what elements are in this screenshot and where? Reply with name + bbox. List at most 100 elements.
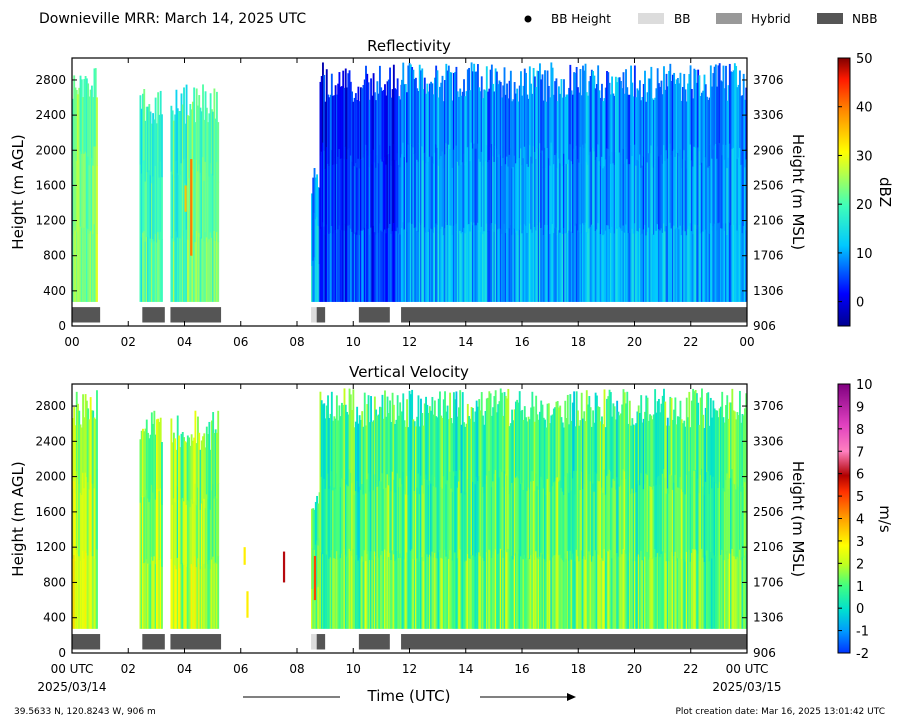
y-tick-label-right: 2106 xyxy=(753,540,784,554)
echo-cell xyxy=(680,489,683,560)
echo-cell xyxy=(385,416,388,488)
echo-cell xyxy=(353,561,356,629)
echo-cell xyxy=(148,104,151,171)
echo-cell xyxy=(195,504,198,568)
echo-cell xyxy=(370,152,372,228)
echo-cell xyxy=(717,144,720,224)
echo-cell xyxy=(461,549,464,629)
echo-cell xyxy=(551,414,554,487)
echo-cell xyxy=(678,156,681,230)
echo-cell xyxy=(694,389,697,470)
echo-highlight xyxy=(282,551,286,583)
echo-cell xyxy=(367,82,370,156)
echo-cell xyxy=(578,493,581,562)
echo-cell xyxy=(718,142,721,223)
echo-cell xyxy=(382,418,385,490)
echo-cell xyxy=(149,499,152,565)
echo-cell xyxy=(594,549,597,629)
echo-cell xyxy=(470,62,473,143)
echo-cell xyxy=(313,212,316,258)
echo-cell xyxy=(675,79,678,154)
x-tick-label: 06 xyxy=(233,662,248,676)
echo-cell xyxy=(411,145,414,224)
echo-cell xyxy=(333,95,336,165)
velocity-data xyxy=(72,388,747,629)
echo-cell xyxy=(338,148,341,226)
y-tick-label: 1600 xyxy=(35,505,66,519)
echo-cell xyxy=(449,471,452,551)
echo-cell xyxy=(325,554,328,629)
echo-cell xyxy=(378,65,381,145)
echo-cell xyxy=(366,553,369,629)
echo-cell xyxy=(487,397,489,476)
echo-cell xyxy=(161,176,163,240)
echo-cell xyxy=(368,99,371,168)
echo-cell xyxy=(394,88,397,160)
echo-cell xyxy=(204,231,207,302)
y-tick-label: 800 xyxy=(43,575,66,589)
echo-cell xyxy=(399,166,402,235)
echo-cell xyxy=(599,421,602,491)
echo-cell xyxy=(532,406,535,481)
echo-cell xyxy=(720,80,722,155)
echo-cell xyxy=(663,66,665,146)
echo-cell xyxy=(362,84,365,158)
echo-cell xyxy=(504,473,507,552)
echo-cell xyxy=(588,154,591,229)
echo-cell xyxy=(144,120,147,182)
echo-cell xyxy=(598,160,601,232)
echo-cell xyxy=(660,478,663,554)
echo-cell xyxy=(212,111,215,176)
echo-cell xyxy=(590,426,593,495)
echo-cell xyxy=(646,474,649,552)
echo-cell xyxy=(432,557,435,629)
echo-cell xyxy=(531,549,534,629)
echo-cell xyxy=(660,227,663,302)
echo-cell xyxy=(421,556,424,629)
echo-cell xyxy=(208,421,211,492)
echo-cell xyxy=(589,407,592,482)
echo-cell xyxy=(592,224,595,302)
echo-cell xyxy=(626,87,629,160)
echo-cell xyxy=(322,221,324,302)
echo-cell xyxy=(728,402,731,479)
echo-cell xyxy=(344,223,347,302)
echo-cell xyxy=(575,66,578,146)
echo-cell xyxy=(725,553,727,629)
echo-cell xyxy=(452,470,455,551)
echo-cell xyxy=(479,91,482,162)
echo-cell xyxy=(471,481,474,556)
echo-cell xyxy=(570,420,573,491)
echo-cell xyxy=(479,231,482,302)
echo-cell xyxy=(74,425,77,494)
echo-cell xyxy=(709,474,712,553)
echo-cell xyxy=(732,70,735,148)
echo-cell xyxy=(628,163,631,234)
echo-cell xyxy=(606,398,608,476)
echo-cell xyxy=(150,556,153,629)
echo-cell xyxy=(571,477,574,554)
echo-cell xyxy=(154,563,157,629)
echo-cell xyxy=(520,483,522,557)
echo-cell xyxy=(628,400,631,478)
echo-cell xyxy=(608,228,611,302)
echo-cell xyxy=(604,230,607,302)
echo-cell xyxy=(333,486,336,559)
echo-cell xyxy=(674,551,677,629)
echo-cell xyxy=(83,153,86,228)
echo-cell xyxy=(390,165,393,234)
echo-cell xyxy=(707,392,710,472)
echo-cell xyxy=(159,231,162,302)
creation-date-label: Plot creation date: Mar 16, 2025 13:01:4… xyxy=(675,707,885,717)
x-tick-label: 16 xyxy=(514,335,529,349)
echo-cell xyxy=(397,415,400,488)
echo-cell xyxy=(523,146,526,225)
echo-cell xyxy=(356,234,359,302)
echo-cell xyxy=(527,557,530,629)
echo-cell xyxy=(646,551,649,629)
echo-cell xyxy=(484,160,487,232)
echo-cell xyxy=(545,234,548,302)
echo-cell xyxy=(706,96,708,166)
echo-cell xyxy=(323,478,326,554)
